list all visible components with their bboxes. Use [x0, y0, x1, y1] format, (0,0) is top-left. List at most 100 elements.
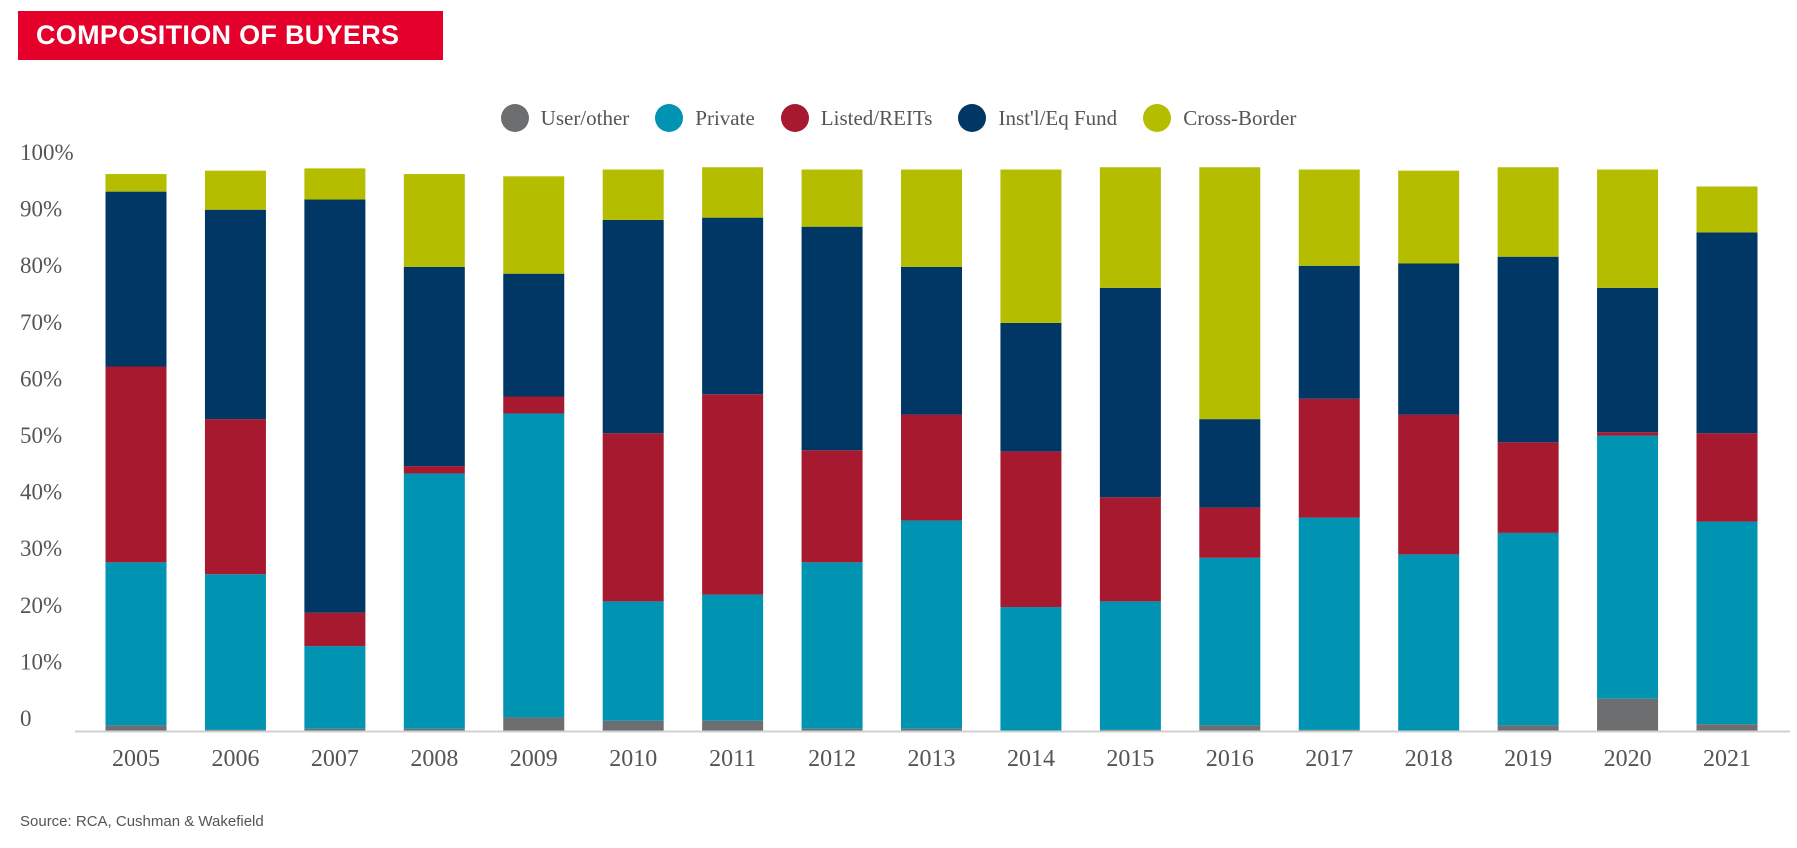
x-tick-label: 2006: [211, 746, 259, 772]
x-tick-label: 2010: [609, 746, 657, 772]
bar-segment-private: [403, 473, 465, 729]
bar-segment-listed-reits: [801, 450, 863, 563]
bar-segment-inst-l-eq-fund: [304, 199, 366, 613]
bar-segment-listed-reits: [1398, 414, 1460, 555]
bar-segment-private: [1099, 601, 1161, 730]
x-tick-label: 2009: [510, 746, 558, 772]
bar-segment-inst-l-eq-fund: [403, 266, 465, 467]
bar-segment-user-other: [1696, 724, 1758, 731]
legend-swatch: [500, 104, 529, 132]
bar-segment-user-other: [503, 717, 565, 731]
bar-segment-inst-l-eq-fund: [1199, 419, 1261, 508]
legend-label: Private: [695, 105, 755, 130]
bar-segment-listed-reits: [1099, 497, 1161, 602]
x-tick-label: 2017: [1305, 746, 1353, 772]
bar-segment-cross-border: [1398, 170, 1460, 264]
bar-segment-private: [304, 646, 366, 729]
bar-segment-private: [503, 413, 565, 718]
bar-segment-cross-border: [801, 169, 863, 227]
bar-segment-listed-reits: [304, 612, 366, 647]
bar-segment-private: [1497, 532, 1559, 726]
bar-segment-inst-l-eq-fund: [1000, 322, 1062, 452]
bar-segment-cross-border: [105, 174, 167, 192]
bar-segment-listed-reits: [702, 394, 764, 595]
bar-segment-listed-reits: [403, 466, 465, 474]
bar-segment-private: [1696, 521, 1758, 725]
bar-segment-listed-reits: [1696, 433, 1758, 522]
y-tick-label: 40%: [20, 480, 62, 505]
legend-label: Listed/REITs: [820, 105, 933, 130]
source-note: Source: RCA, Cushman & Wakefield: [20, 813, 264, 830]
bar-segment-cross-border: [1497, 167, 1559, 257]
bar-segment-user-other: [204, 729, 266, 731]
y-tick-label: 0: [20, 706, 32, 731]
y-tick-label: 10%: [20, 649, 62, 674]
x-tick-label: 2018: [1405, 746, 1453, 772]
bar-segment-cross-border: [1696, 186, 1758, 233]
bar-segment-private: [1597, 435, 1659, 699]
legend-swatch: [958, 104, 987, 132]
bar-segment-cross-border: [901, 169, 962, 267]
bar-segment-listed-reits: [602, 433, 664, 602]
bar-segment-cross-border: [1597, 169, 1659, 288]
x-tick-label: 2005: [112, 746, 160, 772]
bar-segment-inst-l-eq-fund: [204, 209, 266, 420]
bar-segment-user-other: [702, 720, 764, 731]
bar-segment-listed-reits: [1199, 507, 1261, 558]
bar-segment-user-other: [1099, 729, 1161, 731]
bar-segment-private: [105, 562, 167, 726]
chart-title: COMPOSITION OF BUYERS: [36, 20, 400, 50]
legend-item: Listed/REITs: [780, 104, 933, 132]
bar-segment-inst-l-eq-fund: [1398, 263, 1460, 415]
x-tick-label: 2020: [1604, 746, 1652, 772]
x-tick-label: 2016: [1206, 746, 1254, 772]
bar-segment-cross-border: [1298, 169, 1360, 266]
chart-title-banner: COMPOSITION OF BUYERS: [18, 11, 443, 60]
legend-item: Private: [655, 104, 755, 132]
x-tick-label: 2011: [709, 746, 756, 772]
y-tick-label: 80%: [20, 253, 62, 278]
bar-segment-inst-l-eq-fund: [1298, 265, 1360, 399]
x-tick-label: 2012: [808, 746, 856, 772]
bar-segment-inst-l-eq-fund: [901, 266, 962, 415]
legend-label: User/other: [540, 105, 630, 130]
bar-segment-user-other: [105, 725, 167, 731]
bar-segment-user-other: [901, 728, 962, 731]
x-tick-label: 2019: [1504, 746, 1552, 772]
bar-segment-user-other: [1597, 698, 1659, 731]
bar-segment-inst-l-eq-fund: [702, 217, 764, 395]
bar-segment-inst-l-eq-fund: [503, 273, 565, 397]
y-tick-label: 70%: [20, 310, 62, 335]
x-tick-label: 2013: [908, 746, 956, 772]
bar-segment-listed-reits: [204, 419, 266, 575]
legend-swatch: [655, 104, 684, 132]
bar-segment-private: [1398, 554, 1460, 731]
bar-segment-inst-l-eq-fund: [602, 219, 664, 434]
x-tick-label: 2021: [1703, 746, 1751, 772]
bar-segment-listed-reits: [1298, 398, 1360, 518]
bar-segment-cross-border: [204, 170, 266, 210]
y-tick-label: 20%: [20, 593, 62, 618]
y-tick-label: 50%: [20, 423, 62, 448]
bar-segment-cross-border: [1000, 169, 1062, 323]
bar-segment-cross-border: [702, 167, 764, 218]
legend-swatch: [1143, 104, 1172, 132]
x-tick-label: 2014: [1007, 746, 1055, 772]
bar-segment-private: [1298, 517, 1360, 730]
bar-segment-inst-l-eq-fund: [1099, 287, 1161, 498]
bar-segment-user-other: [1199, 725, 1261, 731]
bar-segment-listed-reits: [1497, 442, 1559, 533]
y-tick-label: 60%: [20, 366, 62, 391]
bar-segment-user-other: [304, 728, 366, 731]
x-tick-label: 2008: [410, 746, 458, 772]
bar-segment-private: [702, 594, 764, 721]
bar-segment-listed-reits: [1597, 432, 1659, 436]
x-tick-label: 2007: [311, 746, 359, 772]
bar-segment-private: [801, 562, 863, 729]
legend-label: Inst'l/Eq Fund: [998, 105, 1118, 130]
bar-segment-cross-border: [304, 168, 366, 200]
y-tick-label: 90%: [20, 197, 62, 222]
bar-segment-cross-border: [1199, 167, 1261, 420]
y-tick-label: 100%: [20, 140, 74, 165]
bar-segment-listed-reits: [503, 396, 565, 414]
